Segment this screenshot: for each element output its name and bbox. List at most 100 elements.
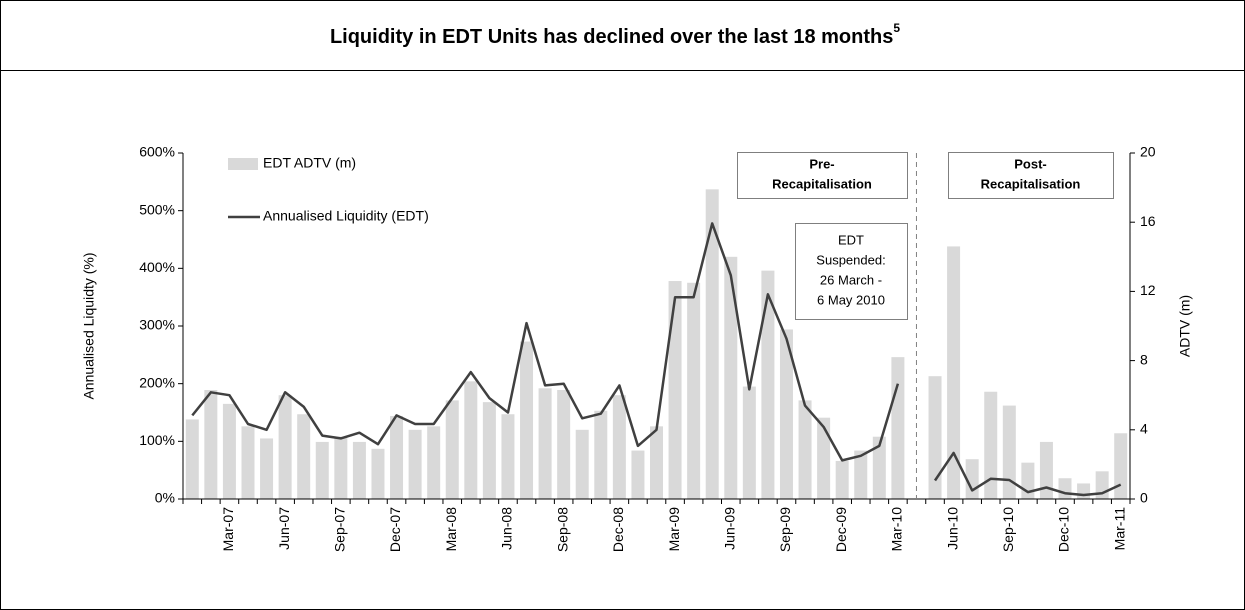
annotation-box: [795, 223, 908, 320]
x-tick-label: Dec-09: [833, 507, 849, 552]
bar: [241, 426, 255, 499]
x-tick-label: Mar-09: [666, 507, 682, 552]
x-tick-label: Mar-10: [889, 507, 905, 552]
bar: [464, 381, 478, 499]
y-tick-label: 200%: [139, 374, 175, 390]
bar: [687, 282, 701, 499]
bar: [1077, 483, 1091, 499]
bar: [390, 415, 404, 499]
bar: [482, 402, 496, 499]
bar: [1002, 405, 1016, 499]
bar: [984, 391, 998, 499]
y2-tick-label: 8: [1140, 351, 1148, 367]
x-tick-label: Sep-10: [1000, 507, 1016, 552]
x-tick-label: Mar-11: [1111, 507, 1127, 551]
annotation-text: Pre-: [809, 156, 834, 171]
bar: [352, 441, 366, 499]
bar: [408, 429, 422, 499]
legend-label: Annualised Liquidity (EDT): [263, 208, 429, 224]
bar: [371, 448, 385, 499]
bar: [779, 329, 793, 499]
annotation-text: EDT: [838, 232, 864, 247]
bar: [594, 410, 608, 499]
bar: [501, 414, 515, 499]
bar: [260, 438, 274, 499]
bar: [1114, 433, 1128, 499]
x-tick-label: Sep-07: [332, 507, 348, 552]
y-tick-label: 0%: [155, 490, 175, 506]
bar: [334, 436, 348, 499]
y2-tick-label: 20: [1140, 144, 1156, 160]
bar: [650, 426, 663, 499]
y-tick-label: 600%: [139, 144, 175, 160]
y-tick-label: 300%: [139, 317, 175, 333]
bar: [872, 436, 886, 499]
bar: [315, 441, 329, 499]
annotation-text: 6 May 2010: [817, 292, 885, 307]
bar: [1058, 478, 1072, 499]
bar: [557, 390, 571, 499]
bar: [798, 400, 812, 499]
bar: [631, 450, 645, 499]
title-text: Liquidity in EDT Units has declined over…: [330, 26, 893, 48]
bar: [1039, 441, 1053, 499]
x-tick-label: Dec-08: [610, 507, 626, 552]
x-tick-label: Jun-10: [944, 507, 960, 550]
y2-tick-label: 0: [1140, 490, 1148, 506]
y-tick-label: 400%: [139, 259, 175, 275]
bar: [854, 450, 868, 499]
x-tick-label: Mar-07: [220, 507, 236, 552]
annotation-box: [948, 152, 1114, 199]
x-tick-label: Jun-07: [276, 507, 292, 550]
bar: [445, 400, 459, 499]
y2-tick-label: 16: [1140, 213, 1156, 229]
x-tick-label: Jun-08: [499, 507, 515, 550]
annotation-text: Suspended:: [816, 252, 885, 267]
annotation-box: [737, 152, 908, 199]
chart-title: Liquidity in EDT Units has declined over…: [330, 21, 900, 48]
x-tick-label: Dec-10: [1056, 507, 1072, 552]
bar: [185, 419, 199, 499]
bar: [928, 376, 942, 499]
annotation-text: Recapitalisation: [772, 176, 872, 191]
bar: [705, 189, 719, 499]
y-tick-label: 100%: [139, 432, 175, 448]
annotation-text: Recapitalisation: [981, 176, 1081, 191]
bar: [1021, 462, 1035, 499]
bar: [742, 386, 756, 499]
bar: [668, 281, 682, 499]
legend-swatch: [228, 158, 258, 170]
y2-axis-label: ADTV (m): [1177, 295, 1193, 357]
bar: [835, 460, 849, 499]
bar: [520, 341, 534, 499]
x-tick-label: Sep-09: [777, 507, 793, 552]
bar: [761, 270, 775, 499]
annotation-text: Post-: [1014, 156, 1047, 171]
bar: [947, 246, 961, 499]
bar: [575, 429, 589, 499]
bar: [817, 417, 831, 499]
bar: [427, 426, 441, 499]
line: [191, 222, 1122, 497]
annotation-text: 26 March -: [820, 272, 882, 287]
bar: [612, 395, 626, 499]
y-axis-label: Annualised Liquidty (%): [81, 252, 97, 399]
bar: [278, 395, 292, 499]
x-tick-label: Mar-08: [443, 507, 459, 552]
x-tick-label: Dec-07: [387, 507, 403, 552]
bar: [724, 256, 738, 499]
bar: [204, 390, 218, 499]
bar: [538, 388, 552, 499]
bar: [297, 414, 311, 499]
y2-tick-label: 12: [1140, 282, 1156, 298]
bar: [222, 403, 236, 499]
x-tick-label: Sep-08: [554, 507, 570, 552]
y2-tick-label: 4: [1140, 421, 1148, 437]
bar: [891, 357, 905, 499]
title-footnote: 5: [893, 21, 900, 35]
x-tick-label: Jun-09: [721, 507, 737, 550]
legend-label: EDT ADTV (m): [263, 155, 356, 171]
y-tick-label: 500%: [139, 201, 175, 217]
